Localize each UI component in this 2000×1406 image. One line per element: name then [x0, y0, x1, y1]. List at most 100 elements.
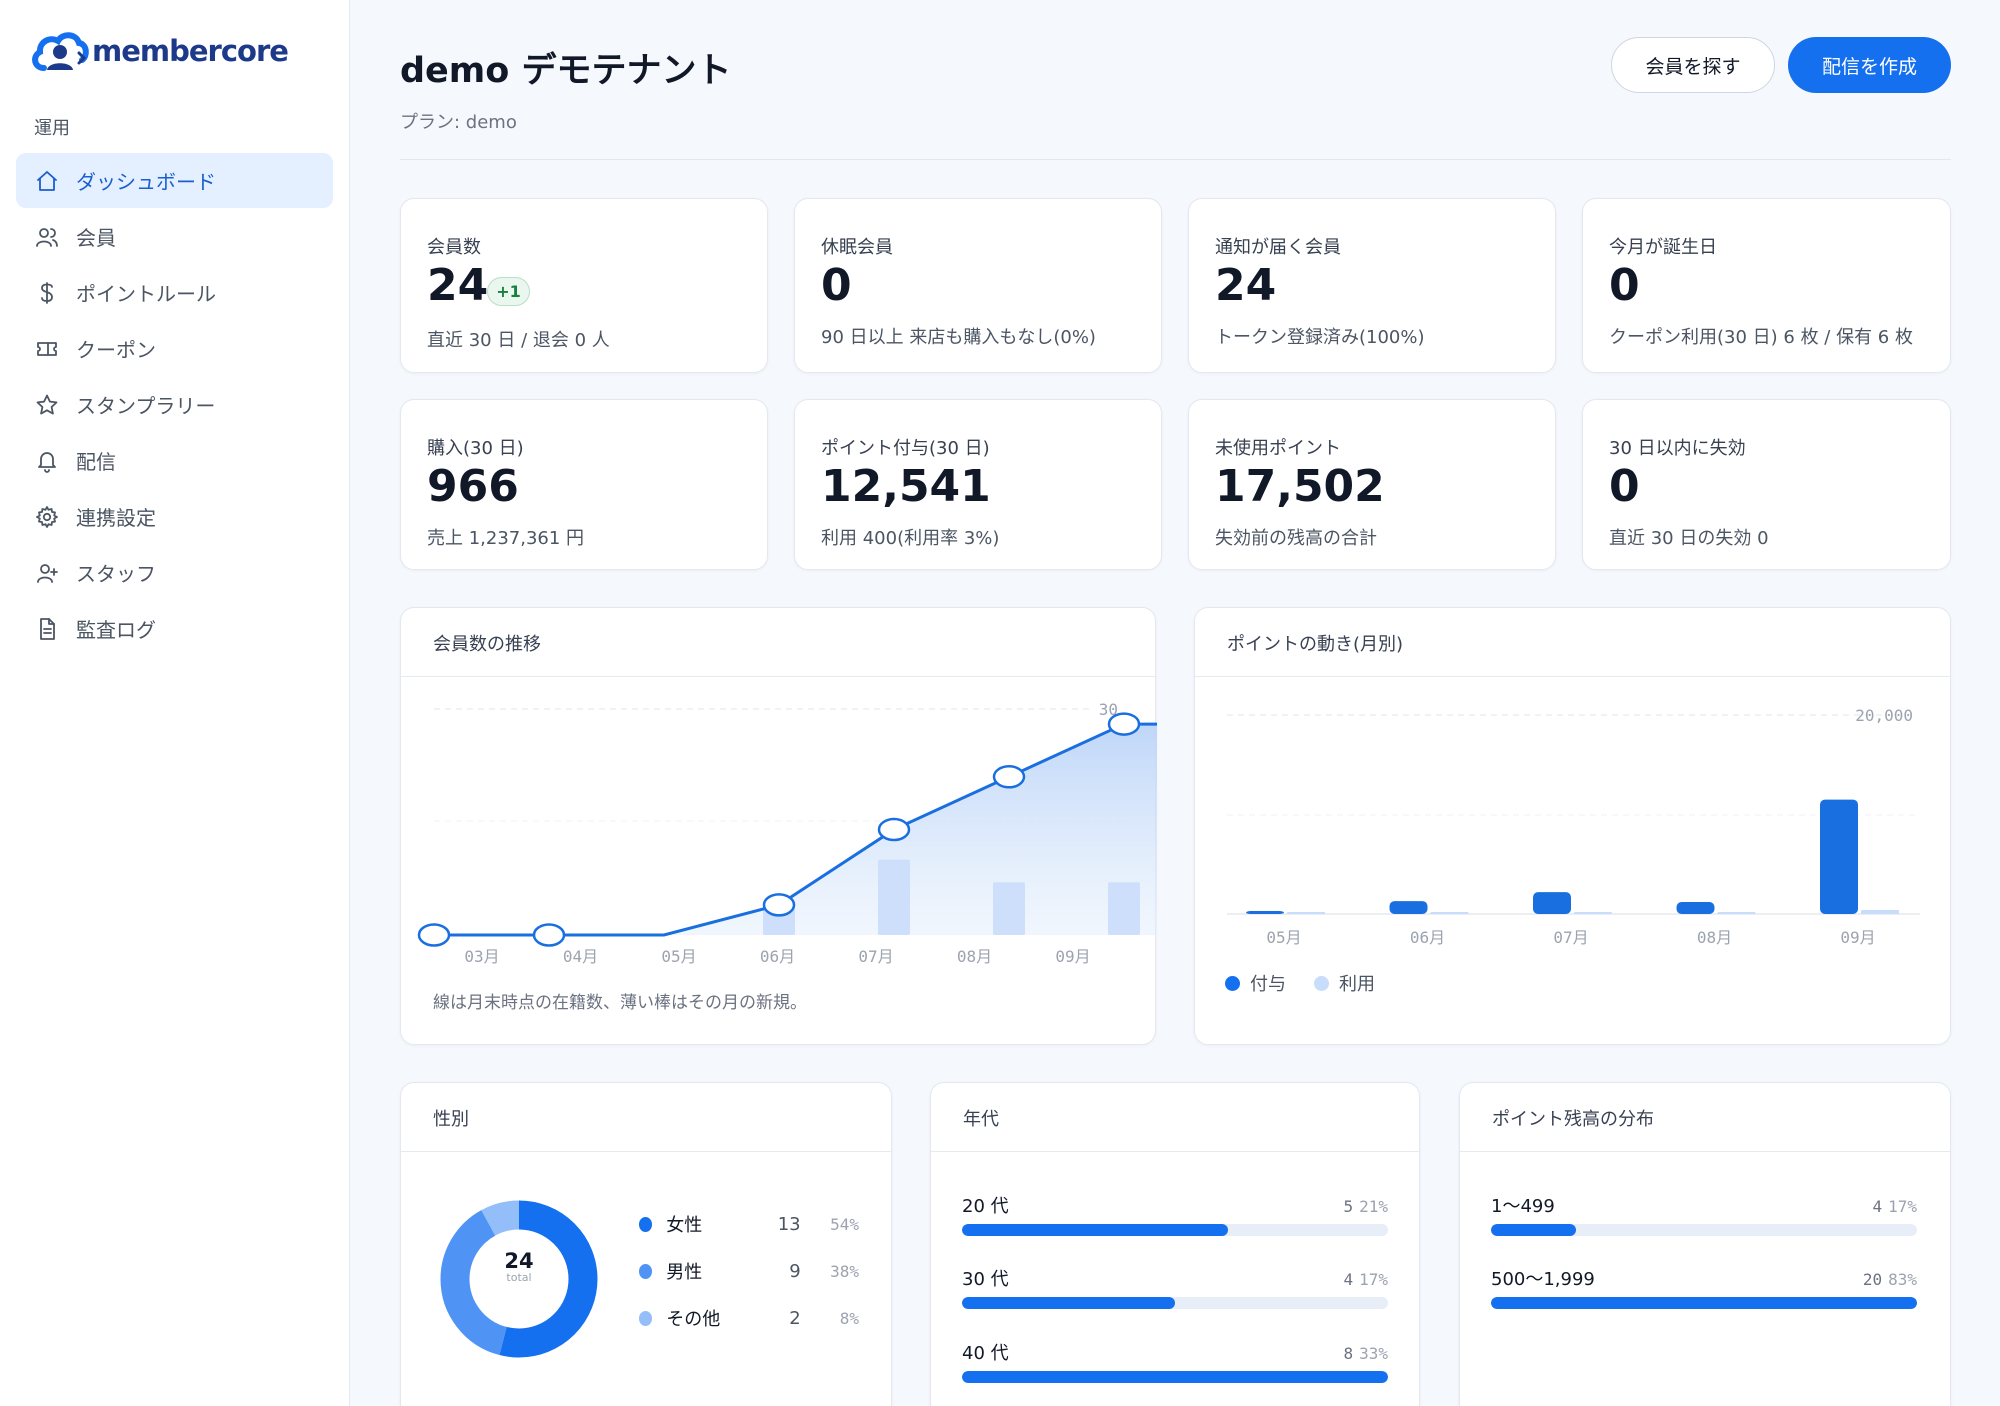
data-point	[877, 817, 911, 842]
home-icon	[34, 168, 60, 194]
gender-donut-chart	[440, 1200, 598, 1358]
data-point	[417, 923, 451, 947]
donut-segment	[440, 1200, 598, 1358]
granted-bar	[1676, 902, 1715, 914]
stat-card-expiring: 30 日以内に失効 0 直近 30 日の失効 0	[1582, 399, 1951, 570]
sidebar-item-label: クーポン	[76, 338, 156, 362]
balance-row: 1〜499 4 17%	[1491, 1192, 1917, 1236]
legend-label: 利用	[1339, 974, 1375, 995]
gender-count: 13	[777, 1213, 801, 1235]
points-bar-chart: 20,000 05月 06月 07月 08月 09月	[1227, 706, 1920, 947]
find-member-button[interactable]: 会員を探す	[1611, 37, 1775, 93]
dollar-icon	[34, 280, 60, 306]
x-tick-label: 05月	[661, 947, 696, 966]
x-tick-label: 04月	[563, 947, 598, 966]
stat-label: ポイント付与(30 日)	[821, 438, 990, 459]
stat-value: 0	[821, 260, 852, 311]
stat-label: 未使用ポイント	[1215, 438, 1341, 459]
sidebar-item-stamp-rally[interactable]: スタンプラリー	[16, 377, 333, 432]
new-members-bar	[878, 859, 910, 935]
growth-badge: +1	[487, 277, 530, 306]
sidebar-item-label: ダッシュボード	[76, 170, 216, 194]
age-row: 20 代 5 21%	[962, 1192, 1388, 1236]
stat-note: 直近 30 日の失効 0	[1609, 528, 1769, 549]
gender-name: 男性	[666, 1262, 703, 1283]
sidebar-item-label: スタッフ	[76, 562, 156, 586]
gender-panel: 性別 24 total 女性 13 54% 男性 9 38% その他 2 8%	[400, 1082, 892, 1406]
panel-divider	[1460, 1151, 1950, 1152]
legend-dot	[1314, 975, 1329, 991]
stat-value: 966	[427, 461, 519, 512]
panel-divider	[931, 1151, 1419, 1152]
balance-pct: 83%	[1888, 1270, 1917, 1289]
balance-count: 4	[1872, 1197, 1883, 1216]
data-point	[1107, 712, 1141, 736]
y-tick-label: 20,000	[1855, 706, 1913, 725]
stat-card-members: 会員数 24 +1 直近 30 日 / 退会 0 人	[400, 198, 768, 373]
sidebar-item-audit-log[interactable]: 監査ログ	[16, 601, 333, 656]
sidebar-item-dashboard[interactable]: ダッシュボード	[16, 153, 333, 208]
y-tick-label: 30	[1099, 700, 1118, 719]
granted-bar	[1389, 901, 1428, 914]
chart-legend: 付与 利用	[1225, 970, 1403, 996]
x-tick-label: 06月	[760, 947, 795, 966]
legend-item-used: 利用	[1314, 970, 1375, 996]
panel-divider	[1195, 676, 1950, 677]
stat-value: 24	[1215, 260, 1277, 311]
panel-divider	[401, 676, 1155, 677]
age-label: 30 代	[962, 1269, 1009, 1290]
panel-title: 会員数の推移	[433, 634, 541, 655]
panel-title: 年代	[963, 1109, 999, 1130]
gender-row: 男性 9 38%	[639, 1256, 859, 1286]
bar-fill	[962, 1224, 1229, 1236]
stat-value: 0	[1609, 260, 1640, 311]
nav-section-label: 運用	[34, 118, 70, 139]
page-title: demo デモテナント	[400, 51, 732, 91]
donut-total-label: total	[506, 1271, 532, 1284]
sidebar-item-coupons[interactable]: クーポン	[16, 321, 333, 376]
app-logo[interactable]: membercore	[30, 28, 289, 74]
used-bar	[1287, 912, 1325, 914]
chart-note: 線は月末時点の在籍数、薄い棒はその月の新規。	[433, 993, 807, 1013]
balance-label: 500〜1,999	[1491, 1269, 1595, 1290]
stat-note: 90 日以上 来店も購入もなし(0%)	[821, 327, 1096, 348]
header-divider	[400, 159, 1951, 160]
sidebar-item-point-rules[interactable]: ポイントルール	[16, 265, 333, 320]
used-bar	[1861, 910, 1899, 914]
stat-value: 12,541	[821, 461, 991, 512]
stat-note: クーポン利用(30 日) 6 枚 / 保有 6 枚	[1609, 327, 1913, 348]
stat-label: 会員数	[427, 237, 481, 258]
age-label: 20 代	[962, 1196, 1009, 1217]
sidebar-item-staff[interactable]: スタッフ	[16, 545, 333, 600]
age-count: 5	[1343, 1197, 1354, 1216]
app-name: membercore	[92, 34, 289, 68]
sidebar-item-members[interactable]: 会員	[16, 209, 333, 264]
ticket-icon	[34, 336, 60, 362]
age-label: 40 代	[962, 1343, 1009, 1364]
data-point	[532, 923, 566, 947]
sidebar-item-label: 監査ログ	[76, 618, 156, 642]
donut-center: 24 total	[474, 1249, 564, 1284]
legend-dot	[639, 1216, 653, 1232]
legend-item-granted: 付与	[1225, 970, 1286, 996]
sidebar-item-integrations[interactable]: 連携設定	[16, 489, 333, 544]
age-row: 30 代 4 17%	[962, 1265, 1388, 1309]
granted-bar	[1246, 911, 1284, 914]
x-tick-label: 06月	[1410, 928, 1445, 947]
age-row: 40 代 8 33%	[962, 1339, 1388, 1383]
stat-note: 売上 1,237,361 円	[427, 528, 585, 549]
panel-title: ポイント残高の分布	[1492, 1109, 1654, 1130]
age-count: 8	[1343, 1344, 1354, 1363]
balance-count: 20	[1862, 1270, 1883, 1289]
balance-row: 500〜1,999 20 83%	[1491, 1265, 1917, 1309]
age-pct: 33%	[1359, 1344, 1388, 1363]
sidebar-item-label: ポイントルール	[76, 282, 216, 306]
sidebar-item-messaging[interactable]: 配信	[16, 433, 333, 488]
stat-label: 今月が誕生日	[1609, 237, 1717, 258]
member-line	[434, 722, 1157, 937]
create-message-button[interactable]: 配信を作成	[1788, 37, 1951, 93]
gender-count: 2	[789, 1307, 801, 1329]
sidebar-nav: ダッシュボード 会員 ポイントルール クーポン スタンプラリー 配信 連携設定	[16, 153, 333, 657]
bar-fill	[962, 1297, 1175, 1309]
bar-fill	[962, 1371, 1388, 1383]
